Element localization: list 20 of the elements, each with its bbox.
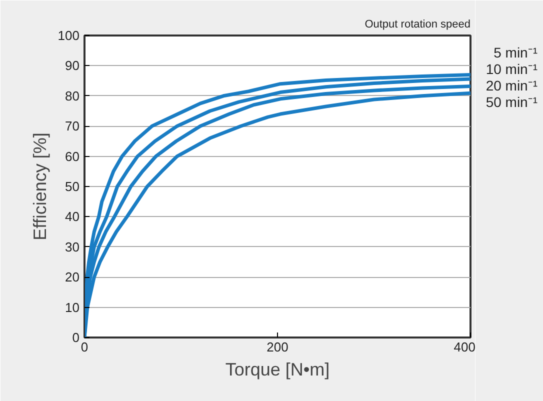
y-tick-label: 40 xyxy=(65,209,80,224)
series-label: 20 min⁻¹ xyxy=(486,78,538,94)
y-tick-label: 90 xyxy=(65,58,80,74)
series-label: 50 min⁻¹ xyxy=(486,94,538,110)
y-tick-label: 70 xyxy=(65,118,80,134)
y-tick-label: 20 xyxy=(65,270,80,285)
y-tick-label: 30 xyxy=(65,239,80,254)
y-tick-label: 10 xyxy=(65,300,80,315)
series-label: 5 min⁻¹ xyxy=(494,44,538,61)
legend-title: Output rotation speed xyxy=(364,18,470,30)
y-axis-title: Efficiency [%] xyxy=(30,132,50,240)
y-tick-label: 50 xyxy=(65,179,80,194)
x-tick-label: 200 xyxy=(266,340,288,354)
y-tick-label: 0 xyxy=(72,330,80,345)
y-tick-label: 100 xyxy=(58,28,80,43)
y-tick-label: 80 xyxy=(65,88,80,104)
x-tick-label: 400 xyxy=(454,340,476,354)
x-axis-title: Torque [N•m] xyxy=(225,360,330,380)
y-tick-label: 60 xyxy=(65,148,80,164)
series-label: 10 min⁻¹ xyxy=(486,61,538,78)
